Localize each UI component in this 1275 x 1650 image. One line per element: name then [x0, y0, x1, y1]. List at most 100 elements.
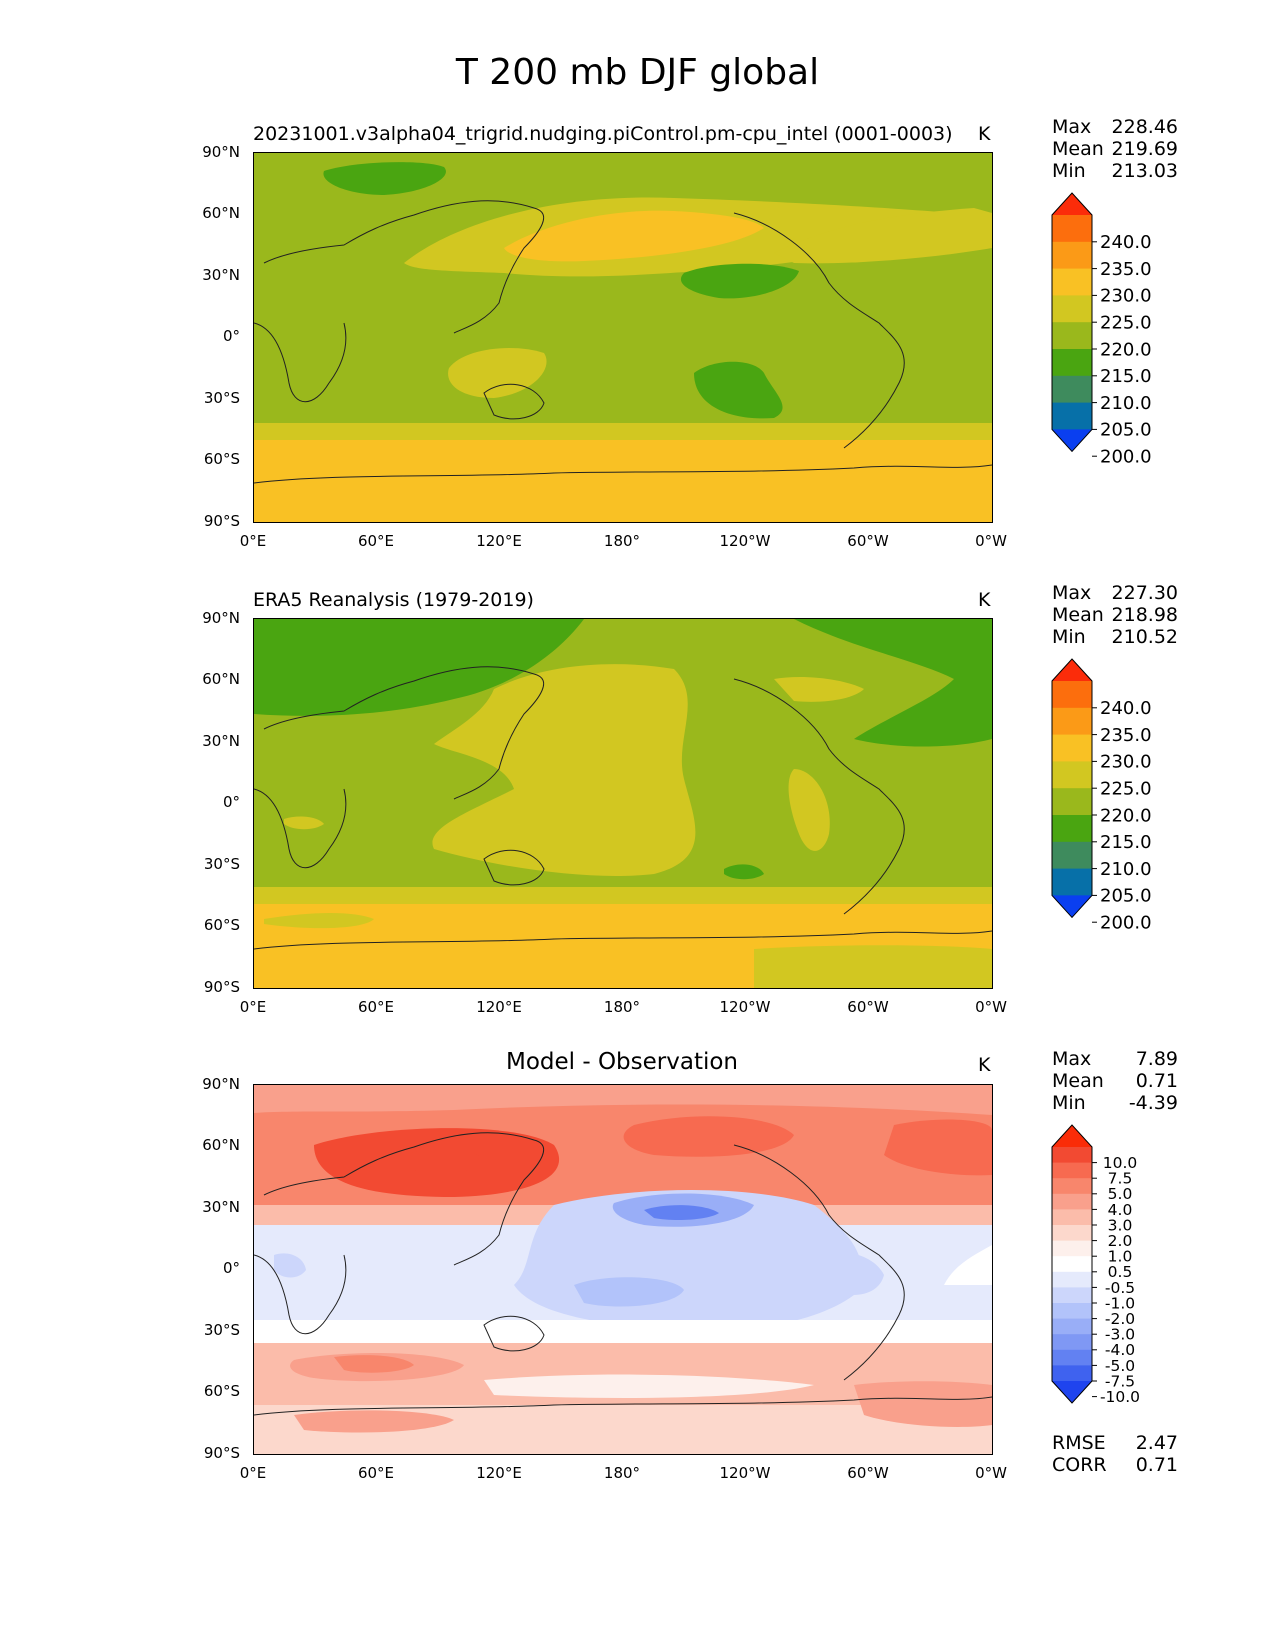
- colorbar-segment: [1052, 215, 1092, 243]
- panel-1-ytick-30n: 30°N: [202, 266, 240, 284]
- stat-label: Min: [1052, 1092, 1086, 1114]
- colorbar-label: -1.0: [1105, 1294, 1135, 1312]
- stat-value: 219.69: [1111, 138, 1178, 160]
- colorbar-segment: [1052, 815, 1092, 843]
- stat-value: 2.47: [1135, 1432, 1178, 1454]
- panel-1-stats: Max 228.46 Mean 219.69 Min 213.03: [1052, 116, 1178, 182]
- colorbar-segment: [1052, 1334, 1092, 1351]
- colorbar-label: -5.0: [1105, 1357, 1135, 1375]
- colorbar-top-extend: [1052, 659, 1092, 681]
- stat-value: -4.39: [1128, 1092, 1178, 1114]
- panel-1-ytick-60n: 60°N: [202, 204, 240, 222]
- colorbar-label: 220.0: [1100, 339, 1152, 360]
- colorbar-segment: [1052, 241, 1092, 270]
- colorbar-segment: [1052, 1178, 1092, 1195]
- colorbar-label: 220.0: [1100, 805, 1152, 826]
- panel-2-ytick-90n: 90°N: [202, 609, 240, 627]
- colorbar-label: -2.0: [1105, 1310, 1135, 1328]
- colorbar-label: 10.0: [1103, 1154, 1138, 1172]
- panel-1-title: 20231001.v3alpha04_trigrid.nudging.piCon…: [253, 123, 953, 145]
- colorbar-label: -10.0: [1100, 1388, 1140, 1406]
- stat-label: Mean: [1052, 138, 1104, 160]
- panel-3-xtick-120e: 120°E: [476, 1464, 522, 1482]
- panel-2-xtick-120e: 120°E: [476, 998, 522, 1016]
- panel-3-xtick-60e: 60°E: [357, 1464, 395, 1482]
- panel-3-ytick-90n: 90°N: [202, 1075, 240, 1093]
- stat-value: 228.46: [1111, 116, 1178, 138]
- colorbar-segment: [1052, 1271, 1092, 1288]
- stat-value: 7.89: [1135, 1048, 1178, 1070]
- colorbar-segment: [1052, 841, 1092, 870]
- colorbar-segment: [1052, 1240, 1092, 1257]
- colorbar-label: 235.0: [1100, 259, 1152, 280]
- colorbar-segment: [1052, 1162, 1092, 1179]
- colorbar-segment: [1052, 734, 1092, 762]
- colorbar-segment: [1052, 349, 1092, 377]
- panel-2-xtick-60w: 60°W: [847, 998, 889, 1016]
- stat-label: Min: [1052, 626, 1086, 648]
- colorbar-segment: [1052, 1256, 1092, 1273]
- colorbar-segment: [1052, 1287, 1092, 1304]
- panel-3-ytick-30n: 30°N: [202, 1198, 240, 1216]
- colorbar-label: 225.0: [1100, 779, 1152, 800]
- colorbar-top-extend: [1052, 193, 1092, 215]
- panel-1-xtick-0w: 0°W: [975, 532, 1007, 550]
- stat-label: Max: [1052, 116, 1092, 138]
- panel-3-ytick-0: 0°: [222, 1259, 240, 1277]
- panel-2-xtick-180: 180°: [603, 998, 641, 1016]
- stat-label: Mean: [1052, 604, 1104, 626]
- colorbar-segment: [1052, 1365, 1092, 1382]
- colorbar-label: -0.5: [1105, 1279, 1135, 1297]
- panel-1-xtick-60w: 60°W: [847, 532, 889, 550]
- colorbar-label: 215.0: [1100, 366, 1152, 387]
- colorbar-segment: [1052, 268, 1092, 296]
- stat-value: 0.71: [1135, 1454, 1178, 1476]
- colorbar-label: 200.0: [1100, 913, 1152, 934]
- colorbar-label: 200.0: [1100, 447, 1152, 468]
- colorbar-segment: [1052, 707, 1092, 736]
- colorbar-label: 240.0: [1100, 232, 1152, 253]
- colorbar-label: 230.0: [1100, 286, 1152, 307]
- stat-value: 210.52: [1111, 626, 1178, 648]
- colorbar-top-extend: [1052, 1125, 1092, 1147]
- panel-3-unit: K: [978, 1054, 991, 1076]
- panel-2-xtick-60e: 60°E: [357, 998, 395, 1016]
- colorbar-label: 205.0: [1100, 420, 1152, 441]
- panel-3-ytick-30s: 30°S: [203, 1321, 240, 1339]
- colorbar-segment: [1052, 1193, 1092, 1210]
- colorbar-segment: [1052, 402, 1092, 430]
- colorbar-segment: [1052, 1225, 1092, 1242]
- panel-2-xtick-0w: 0°W: [975, 998, 1007, 1016]
- panel-1-colorbar: 240.0 235.0 230.0 225.0 220.0 215.0 210.0 205.0…: [1050, 192, 1170, 493]
- panel-3-title: Model - Observation: [505, 1049, 739, 1075]
- colorbar-segment: [1052, 1303, 1092, 1320]
- panel-2-xtick-120w: 120°W: [719, 998, 771, 1016]
- panel-3-xtick-180: 180°: [603, 1464, 641, 1482]
- colorbar-label: 235.0: [1100, 725, 1152, 746]
- panel-2-ytick-60n: 60°N: [202, 670, 240, 688]
- panel-1-ytick-0: 0°: [222, 327, 240, 345]
- panel-2-map: [253, 618, 993, 989]
- colorbar-label: -7.5: [1105, 1372, 1135, 1390]
- panel-3-map-field: [254, 1085, 992, 1454]
- colorbar-label: 210.0: [1100, 859, 1152, 880]
- colorbar-label: 230.0: [1100, 752, 1152, 773]
- panel-2-ytick-60s: 60°S: [203, 916, 240, 934]
- colorbar-label: 240.0: [1100, 698, 1152, 719]
- stat-label: RMSE: [1052, 1432, 1106, 1454]
- panel-1-xtick-60e: 60°E: [357, 532, 395, 550]
- colorbar-segment: [1052, 375, 1092, 404]
- colorbar-label: 210.0: [1100, 393, 1152, 414]
- colorbar-label: 3.0: [1108, 1216, 1133, 1234]
- colorbar-bottom-extend: [1052, 895, 1092, 918]
- stat-label: Min: [1052, 160, 1086, 182]
- colorbar-segment: [1052, 761, 1092, 789]
- stat-label: Max: [1052, 582, 1092, 604]
- panel-3-ytick-60s: 60°S: [203, 1382, 240, 1400]
- stat-label: CORR: [1052, 1454, 1107, 1476]
- panel-1-ytick-90s: 90°S: [203, 512, 240, 530]
- stat-label: Mean: [1052, 1070, 1104, 1092]
- colorbar-label: 215.0: [1100, 832, 1152, 853]
- panel-3-xtick-0w: 0°W: [975, 1464, 1007, 1482]
- panel-1-ytick-30s: 30°S: [203, 389, 240, 407]
